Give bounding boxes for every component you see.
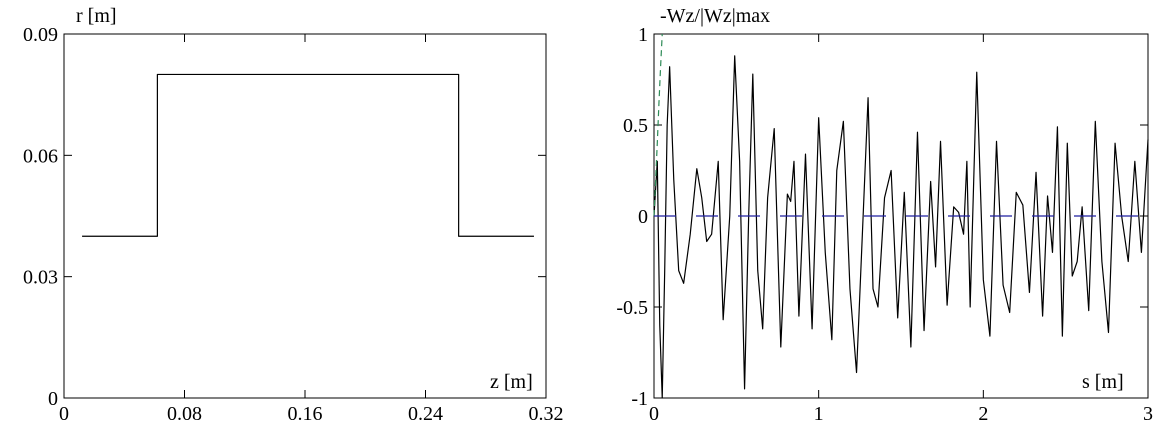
right-axis-ticks [653,33,1149,399]
right-x-axis-label: s [m] [1082,371,1124,393]
right-series-line-0 [653,55,1149,399]
right-x-tick-label: 1 [814,403,824,425]
right-x-tick-labels: 0 1 2 3 [649,403,1153,425]
left-series-group [82,73,534,237]
left-series-line-0 [82,73,534,237]
left-y-tick-label: 0.09 [23,24,58,46]
left-y-tick-label: 0 [48,388,58,410]
right-series-line-1 [653,33,663,217]
left-x-tick-label: 0.08 [167,403,202,425]
right-y-tick-label: -1 [631,388,648,410]
right-y-tick-label: -0.5 [616,297,648,319]
right-y-tick-labels: -1 -0.5 0 0.5 1 [616,24,648,410]
left-y-tick-labels: 0 0.03 0.06 0.09 [23,24,58,410]
left-x-tick-labels: 0 0.08 0.16 0.24 0.32 [59,403,564,425]
left-x-axis-label: z [m] [490,371,533,393]
left-x-tick-label: 0.16 [288,403,323,425]
left-chart: 0 0.08 0.16 0.24 0.32 0 0.03 0.06 0.09 r… [23,5,564,425]
right-x-tick-label: 3 [1143,403,1153,425]
left-plot-frame [63,33,547,399]
right-y-tick-label: 1 [638,24,648,46]
left-x-tick-label: 0.32 [529,403,564,425]
left-x-tick-label: 0.24 [408,403,443,425]
left-x-tick-label: 0 [59,403,69,425]
left-axis-ticks [63,33,547,399]
right-series-group [653,33,1149,399]
right-y-tick-label: 0 [638,206,648,228]
right-y-axis-label: -Wz/|Wz|max [660,5,770,27]
left-y-tick-label: 0.06 [23,145,58,167]
left-y-tick-label: 0.03 [23,267,58,289]
right-chart: 0 1 2 3 -1 -0.5 0 0.5 1 -Wz/|Wz|max s [m… [616,5,1153,425]
right-x-tick-label: 2 [978,403,988,425]
left-y-axis-label: r [m] [76,5,117,27]
right-x-tick-label: 0 [649,403,659,425]
right-plot-frame [653,33,1149,399]
right-y-tick-label: 0.5 [623,115,648,137]
